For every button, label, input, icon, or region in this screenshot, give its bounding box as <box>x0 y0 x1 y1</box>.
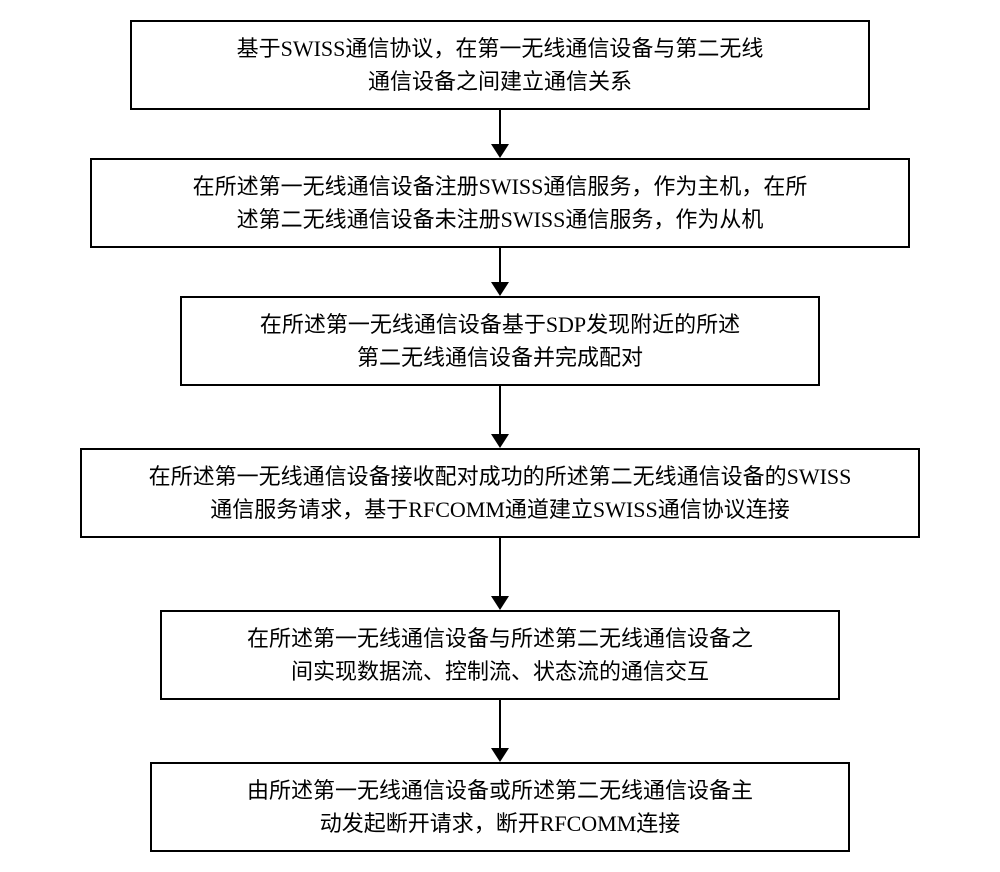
arrow-5 <box>491 700 509 762</box>
step-1-line-2: 通信设备之间建立通信关系 <box>368 65 632 98</box>
arrow-3-line <box>499 386 501 434</box>
step-6-line-1: 由所述第一无线通信设备或所述第二无线通信设备主 <box>247 774 753 807</box>
arrow-4-head <box>491 596 509 610</box>
arrow-1-head <box>491 144 509 158</box>
arrow-5-line <box>499 700 501 748</box>
step-6-box: 由所述第一无线通信设备或所述第二无线通信设备主 动发起断开请求，断开RFCOMM… <box>150 762 850 852</box>
step-2-line-1: 在所述第一无线通信设备注册SWISS通信服务，作为主机，在所 <box>193 170 808 203</box>
step-3-line-2: 第二无线通信设备并完成配对 <box>357 341 643 374</box>
step-2-line-2: 述第二无线通信设备未注册SWISS通信服务，作为从机 <box>237 203 764 236</box>
step-4-line-2: 通信服务请求，基于RFCOMM通道建立SWISS通信协议连接 <box>210 493 789 526</box>
arrow-3-head <box>491 434 509 448</box>
step-4-box: 在所述第一无线通信设备接收配对成功的所述第二无线通信设备的SWISS 通信服务请… <box>80 448 920 538</box>
step-1-box: 基于SWISS通信协议，在第一无线通信设备与第二无线 通信设备之间建立通信关系 <box>130 20 870 110</box>
step-6-line-2: 动发起断开请求，断开RFCOMM连接 <box>320 807 681 840</box>
arrow-4-line <box>499 538 501 596</box>
arrow-2-head <box>491 282 509 296</box>
step-5-line-2: 间实现数据流、控制流、状态流的通信交互 <box>291 655 709 688</box>
step-3-box: 在所述第一无线通信设备基于SDP发现附近的所述 第二无线通信设备并完成配对 <box>180 296 820 386</box>
arrow-1 <box>491 110 509 158</box>
step-2-box: 在所述第一无线通信设备注册SWISS通信服务，作为主机，在所 述第二无线通信设备… <box>90 158 910 248</box>
step-3-line-1: 在所述第一无线通信设备基于SDP发现附近的所述 <box>260 308 740 341</box>
arrow-5-head <box>491 748 509 762</box>
step-1-line-1: 基于SWISS通信协议，在第一无线通信设备与第二无线 <box>237 32 764 65</box>
flowchart-container: 基于SWISS通信协议，在第一无线通信设备与第二无线 通信设备之间建立通信关系 … <box>50 20 950 852</box>
arrow-2 <box>491 248 509 296</box>
arrow-2-line <box>499 248 501 282</box>
step-5-box: 在所述第一无线通信设备与所述第二无线通信设备之 间实现数据流、控制流、状态流的通… <box>160 610 840 700</box>
arrow-3 <box>491 386 509 448</box>
arrow-1-line <box>499 110 501 144</box>
arrow-4 <box>491 538 509 610</box>
step-5-line-1: 在所述第一无线通信设备与所述第二无线通信设备之 <box>247 622 753 655</box>
step-4-line-1: 在所述第一无线通信设备接收配对成功的所述第二无线通信设备的SWISS <box>149 460 852 493</box>
